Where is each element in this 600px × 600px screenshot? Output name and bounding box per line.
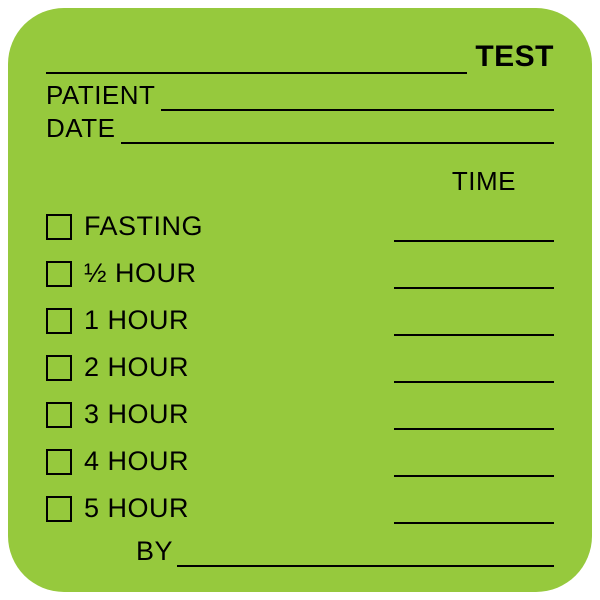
time-blank-2-hour[interactable] bbox=[394, 361, 554, 383]
time-blank-fasting[interactable] bbox=[394, 220, 554, 242]
item-label: ½ HOUR bbox=[84, 258, 197, 291]
item-row-2-hour: 2 HOUR bbox=[46, 345, 554, 385]
date-row: DATE bbox=[46, 113, 554, 144]
test-label-card: TEST PATIENT DATE TIME FASTING ½ HOUR 1 … bbox=[8, 8, 592, 592]
checkbox-2-hour[interactable] bbox=[46, 355, 72, 381]
item-row-fasting: FASTING bbox=[46, 204, 554, 244]
patient-row: PATIENT bbox=[46, 80, 554, 111]
item-row-5-hour: 5 HOUR bbox=[46, 486, 554, 526]
checkbox-3-hour[interactable] bbox=[46, 402, 72, 428]
time-blank-4-hour[interactable] bbox=[394, 455, 554, 477]
by-label: BY bbox=[136, 536, 173, 567]
item-label: 3 HOUR bbox=[84, 399, 189, 432]
item-row-1-hour: 1 HOUR bbox=[46, 298, 554, 338]
item-label: 2 HOUR bbox=[84, 352, 189, 385]
checkbox-4-hour[interactable] bbox=[46, 449, 72, 475]
item-row-half-hour: ½ HOUR bbox=[46, 251, 554, 291]
checkbox-5-hour[interactable] bbox=[46, 496, 72, 522]
test-name-row: TEST bbox=[46, 40, 554, 74]
item-label: 1 HOUR bbox=[84, 305, 189, 338]
item-label: 5 HOUR bbox=[84, 493, 189, 526]
patient-blank[interactable] bbox=[161, 89, 554, 111]
item-label: 4 HOUR bbox=[84, 446, 189, 479]
time-blank-1-hour[interactable] bbox=[394, 314, 554, 336]
time-blank-half-hour[interactable] bbox=[394, 267, 554, 289]
time-blank-3-hour[interactable] bbox=[394, 408, 554, 430]
date-blank[interactable] bbox=[121, 122, 554, 144]
checkbox-1-hour[interactable] bbox=[46, 308, 72, 334]
item-label: FASTING bbox=[84, 211, 203, 244]
patient-label: PATIENT bbox=[46, 80, 155, 111]
date-label: DATE bbox=[46, 113, 115, 144]
checkbox-fasting[interactable] bbox=[46, 214, 72, 240]
time-column-header: TIME bbox=[46, 166, 554, 197]
by-blank[interactable] bbox=[177, 545, 554, 567]
test-name-blank[interactable] bbox=[46, 48, 467, 74]
test-heading: TEST bbox=[475, 40, 554, 74]
item-row-4-hour: 4 HOUR bbox=[46, 439, 554, 479]
item-row-3-hour: 3 HOUR bbox=[46, 392, 554, 432]
checkbox-half-hour[interactable] bbox=[46, 261, 72, 287]
by-row: BY bbox=[46, 536, 554, 567]
time-blank-5-hour[interactable] bbox=[394, 502, 554, 524]
